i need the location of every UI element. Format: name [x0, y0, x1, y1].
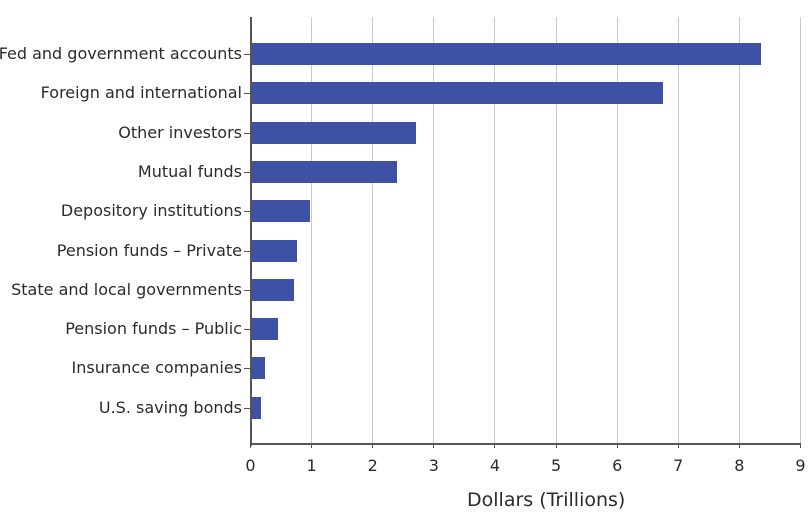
category-label: Other investors — [118, 122, 242, 142]
x-tick-mark — [433, 443, 435, 448]
category-label: Insurance companies — [71, 358, 242, 378]
gridline — [738, 17, 740, 444]
bar — [251, 239, 297, 262]
x-tick-mark — [677, 443, 679, 448]
category-label: Fed and government accounts — [0, 44, 242, 63]
y-tick-mark — [244, 171, 250, 173]
gridline — [555, 17, 557, 444]
bar — [251, 357, 266, 380]
x-tick-label: 8 — [734, 456, 745, 475]
gridline — [433, 17, 435, 444]
x-tick-mark — [800, 443, 801, 448]
x-axis-line — [250, 443, 801, 445]
x-tick-label: 7 — [673, 456, 684, 475]
bar — [251, 43, 761, 65]
x-axis-title: Dollars (Trillions) — [467, 489, 626, 511]
x-tick-mark — [311, 443, 313, 448]
gridline — [616, 17, 618, 444]
x-tick-mark — [738, 443, 740, 448]
x-tick-mark — [250, 443, 251, 448]
x-tick-label: 9 — [795, 456, 806, 475]
x-tick-label: 5 — [550, 456, 562, 475]
x-tick-label: 3 — [428, 456, 439, 475]
x-tick-label: 6 — [612, 456, 623, 475]
x-tick-label: 0 — [245, 456, 256, 475]
gridline — [494, 17, 496, 444]
y-tick-mark — [244, 329, 250, 331]
bar — [251, 82, 663, 105]
gridline — [800, 17, 801, 444]
bar — [251, 160, 398, 183]
bar — [251, 318, 278, 341]
y-tick-mark — [244, 250, 250, 252]
bar — [251, 200, 311, 223]
gridline — [372, 17, 374, 444]
y-tick-mark — [244, 211, 250, 213]
y-tick-mark — [244, 93, 250, 95]
y-axis-line — [250, 17, 252, 446]
x-tick-mark — [555, 443, 557, 448]
gridline — [677, 17, 679, 444]
category-label: Pension funds – Private — [56, 240, 242, 260]
bar — [251, 121, 416, 144]
category-label: Mutual funds — [137, 161, 242, 181]
x-tick-mark — [372, 443, 374, 448]
category-label: Foreign and international — [40, 83, 242, 103]
x-tick-label: 1 — [306, 456, 317, 475]
x-tick-mark — [616, 443, 618, 448]
category-label: State and local governments — [11, 279, 242, 299]
bar — [251, 278, 294, 301]
y-tick-mark — [244, 368, 250, 370]
category-label: Depository institutions — [60, 201, 242, 221]
x-tick-label: 4 — [489, 456, 501, 475]
y-tick-mark — [244, 407, 250, 409]
category-label: U.S. saving bonds — [98, 397, 242, 417]
category-label: Pension funds – Public — [65, 319, 242, 339]
gridline — [311, 17, 313, 444]
x-tick-mark — [494, 443, 496, 448]
y-tick-mark — [244, 289, 250, 291]
x-tick-label: 2 — [367, 456, 378, 475]
bar — [251, 396, 262, 419]
y-tick-mark — [244, 132, 250, 134]
y-tick-mark — [244, 54, 250, 55]
